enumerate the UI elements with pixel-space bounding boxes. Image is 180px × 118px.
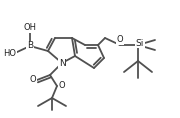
Text: N: N	[59, 59, 65, 67]
Text: B: B	[27, 42, 33, 51]
Text: Si: Si	[136, 38, 144, 48]
Text: HO: HO	[3, 48, 17, 57]
Text: O: O	[59, 82, 65, 91]
Text: O: O	[117, 36, 123, 44]
Text: O: O	[30, 76, 36, 84]
Text: OH: OH	[24, 23, 37, 32]
